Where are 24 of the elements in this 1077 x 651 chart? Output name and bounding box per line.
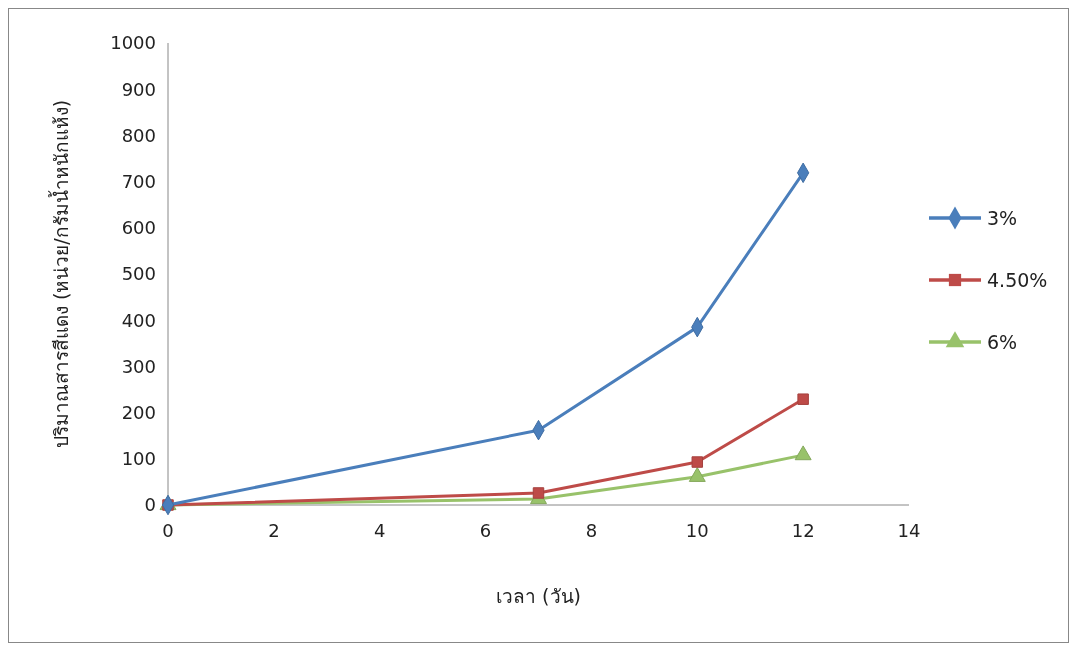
y-tick-label: 0	[144, 494, 156, 516]
y-tick-label: 400	[121, 309, 156, 331]
y-tick-label: 600	[121, 217, 156, 239]
y-axis-title: ปริมาณสารสีแดง (หน่วย/กรัมน้ำหนักแห้ง)	[48, 99, 72, 449]
x-tick-label: 12	[791, 520, 815, 541]
y-tick-label: 500	[121, 263, 156, 285]
x-tick-label: 8	[585, 520, 598, 541]
y-tick-label: 300	[121, 355, 156, 377]
x-tick-label: 6	[479, 520, 492, 541]
y-tick-label: 200	[121, 401, 156, 423]
x-tick-label: 10	[685, 520, 709, 541]
y-tick-label: 900	[121, 78, 156, 100]
y-tick-label: 800	[121, 124, 156, 146]
legend-label: 3%	[987, 206, 1018, 229]
x-tick-label: 14	[897, 520, 921, 541]
y-tick-label: 100	[121, 448, 156, 470]
x-axis-title: เวลา (วัน)	[496, 585, 581, 607]
legend-label: 6%	[987, 330, 1018, 353]
x-tick-label: 2	[268, 520, 280, 541]
x-tick-label: 4	[373, 520, 386, 541]
y-tick-label: 1000	[110, 32, 156, 54]
y-tick-label: 700	[121, 170, 156, 192]
x-tick-label: 0	[162, 520, 174, 541]
legend-label: 4.50%	[987, 268, 1048, 291]
